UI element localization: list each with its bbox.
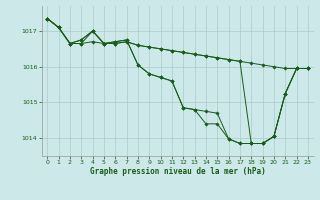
X-axis label: Graphe pression niveau de la mer (hPa): Graphe pression niveau de la mer (hPa): [90, 167, 266, 176]
